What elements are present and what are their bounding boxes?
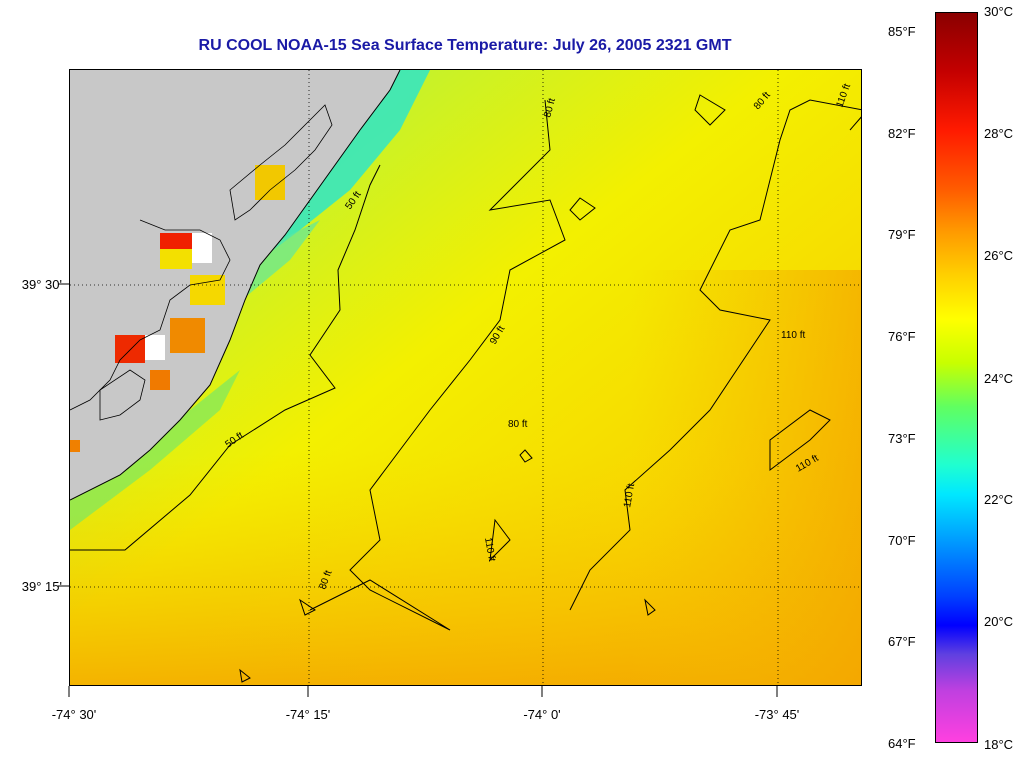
- fahrenheit-tick: 79°F: [888, 227, 916, 242]
- longitude-label: -73° 45': [754, 707, 800, 722]
- contour-label: 110 ft: [482, 537, 497, 563]
- isobath-closed-loop: [569, 197, 596, 221]
- warm-east-band: [630, 270, 861, 685]
- fahrenheit-tick: 82°F: [888, 126, 916, 141]
- bay-pixel: [70, 440, 80, 452]
- bay-pixel: [170, 318, 205, 353]
- temperature-colorbar: [935, 12, 978, 743]
- bay-pixel: [160, 233, 192, 249]
- bay-pixel: [115, 335, 145, 363]
- isobath-closed-loop: [489, 518, 511, 562]
- cool-nearshore-south: [70, 370, 240, 530]
- celsius-tick: 26°C: [984, 248, 1014, 263]
- isobath-closed-loop: [239, 668, 251, 683]
- celsius-tick: 30°C: [984, 4, 1014, 19]
- isobath-closed-loop: [644, 598, 656, 616]
- latitude-label: 39° 15': [21, 579, 62, 594]
- fahrenheit-tick: 85°F: [888, 24, 916, 39]
- sst-map: 50 ft 50 ft 80 ft 80 ft 80 ft 80 ft 90 f…: [69, 69, 862, 686]
- isobath-closed-loop: [694, 94, 726, 126]
- celsius-tick: 28°C: [984, 126, 1014, 141]
- bay-pixel: [150, 370, 170, 390]
- isobath-80ft: [309, 99, 566, 631]
- contour-label: 110 ft: [781, 330, 805, 341]
- longitude-label: -74° 15': [285, 707, 331, 722]
- longitude-label: -74° 0': [523, 707, 561, 722]
- isobath-50ft: [70, 164, 381, 551]
- contour-label: 80 ft: [508, 419, 528, 430]
- map-title: RU COOL NOAA-15 Sea Surface Temperature:…: [198, 37, 732, 54]
- celsius-tick: 20°C: [984, 614, 1014, 629]
- contour-label: 80 ft: [542, 97, 558, 119]
- fahrenheit-tick: 70°F: [888, 533, 916, 548]
- isobath-closed-loop: [769, 409, 831, 471]
- isobath-110ft: [569, 99, 861, 611]
- fahrenheit-tick: 73°F: [888, 431, 916, 446]
- contour-label: 110 ft: [622, 482, 637, 508]
- isobath-closed-loop: [519, 449, 533, 463]
- celsius-tick: 22°C: [984, 492, 1014, 507]
- bay-pixel: [145, 335, 165, 360]
- bay-pixel: [192, 233, 212, 263]
- longitude-label: -74° 30': [51, 707, 97, 722]
- barrier-island: [229, 104, 333, 221]
- fahrenheit-tick: 76°F: [888, 329, 916, 344]
- fahrenheit-tick: 64°F: [888, 736, 916, 751]
- bay-pixel: [190, 275, 225, 305]
- celsius-tick: 18°C: [984, 737, 1014, 752]
- marsh-island: [99, 369, 146, 421]
- latitude-label: 39° 30': [21, 277, 62, 292]
- fahrenheit-tick: 67°F: [888, 634, 916, 649]
- bay-shoreline: [70, 219, 231, 411]
- sst-map-canvas: 50 ft 50 ft 80 ft 80 ft 80 ft 80 ft 90 f…: [70, 70, 861, 685]
- graticule: [70, 70, 861, 685]
- bay-pixel: [160, 249, 192, 269]
- isobath-closed-loop: [299, 598, 316, 616]
- celsius-tick: 24°C: [984, 371, 1014, 386]
- coastline: [70, 70, 401, 501]
- isobath-110ft-edge: [849, 116, 861, 131]
- bay-pixel: [255, 165, 285, 200]
